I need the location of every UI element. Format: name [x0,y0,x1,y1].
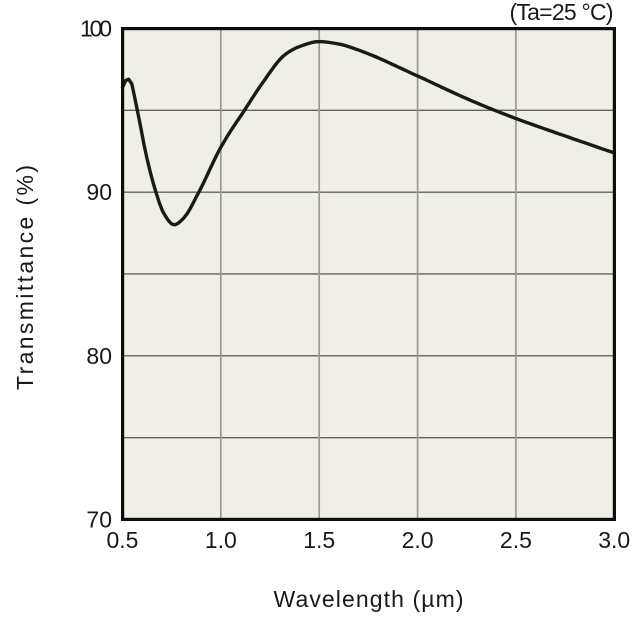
svg-text:Wavelength (µm): Wavelength (µm) [274,586,464,612]
svg-text:80: 80 [86,343,112,369]
svg-text:0.5: 0.5 [107,527,139,553]
svg-text:Transmittance (%): Transmittance (%) [12,165,38,390]
svg-text:(Ta=25 °C): (Ta=25 °C) [510,0,614,25]
svg-text:70: 70 [86,507,112,533]
svg-text:2.0: 2.0 [402,527,434,553]
svg-text:1.5: 1.5 [303,527,335,553]
svg-text:90: 90 [86,179,112,205]
svg-text:3.0: 3.0 [598,527,630,553]
svg-text:100: 100 [80,16,112,42]
svg-text:2.5: 2.5 [500,527,532,553]
svg-text:1.0: 1.0 [205,527,237,553]
